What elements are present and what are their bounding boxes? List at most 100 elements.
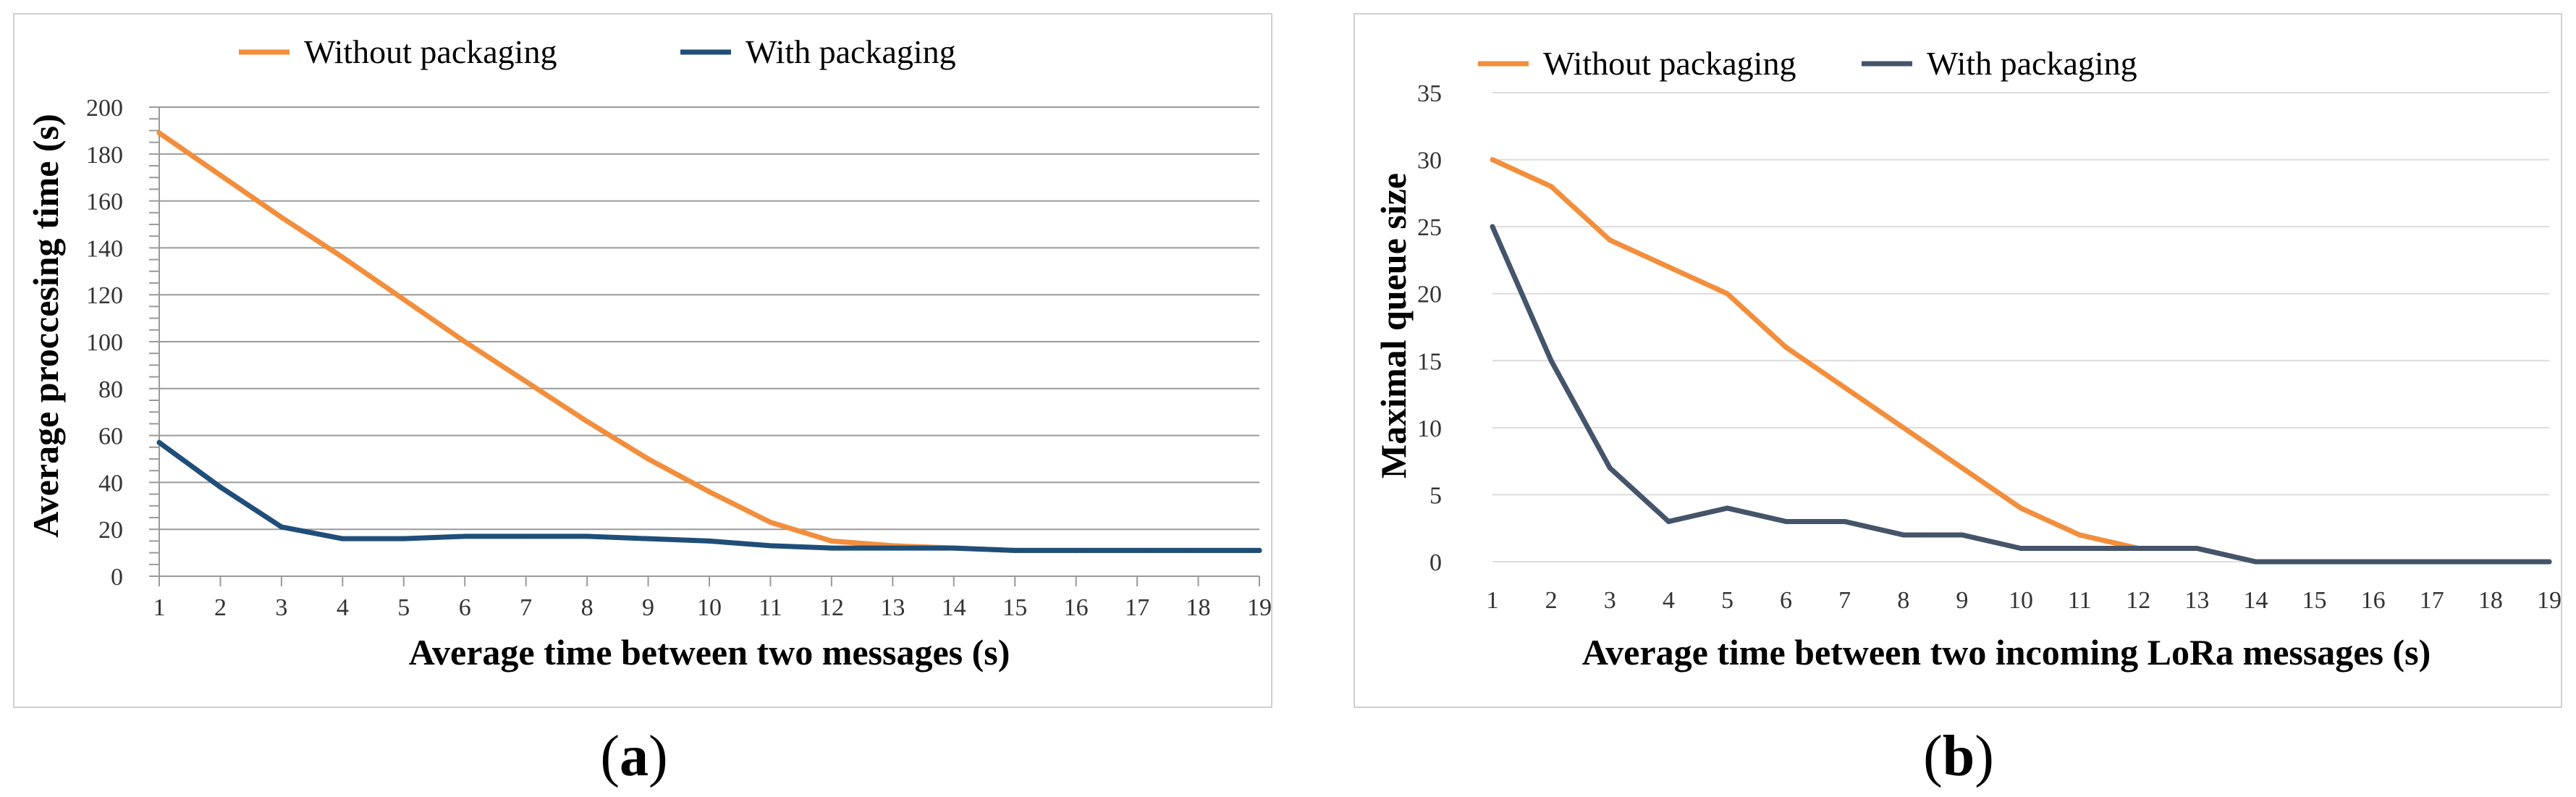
chart-b-series-1-point-18 <box>2488 559 2493 565</box>
chart-b-xtick-11: 11 <box>2068 587 2092 614</box>
panel-label-b-open: ( <box>1923 725 1943 788</box>
chart-a-series-0-point-1 <box>156 130 162 136</box>
chart-b-series-0-point-10 <box>2018 505 2024 511</box>
chart-b-series-0-point-11 <box>2077 532 2082 538</box>
chart-b-xtick-1: 1 <box>1487 587 1499 614</box>
chart-b-xtick-19: 19 <box>2537 587 2562 614</box>
chart-a-series-0-point-9 <box>646 456 651 462</box>
chart-a-xtick-12: 12 <box>819 594 844 621</box>
chart-b-series-1-point-10 <box>2018 545 2024 551</box>
chart-a-series-1-point-8 <box>584 534 590 539</box>
chart-a-ytick-80: 80 <box>98 376 123 403</box>
panel-label-b-letter: b <box>1942 725 1975 788</box>
chart-b-ytick-20: 20 <box>1417 282 1442 308</box>
chart-b-series-1-point-17 <box>2429 559 2435 565</box>
chart-a-series-0-point-2 <box>217 172 223 178</box>
chart-a-series-1-point-14 <box>951 545 957 551</box>
panel-label-a: (a) <box>562 724 706 790</box>
chart-a-xtick-7: 7 <box>520 594 532 621</box>
chart-b-xtick-6: 6 <box>1780 587 1792 614</box>
chart-b-series-1-point-7 <box>1842 518 1848 524</box>
panel-label-a-close: ) <box>649 725 668 788</box>
chart-a-series-1-point-11 <box>767 543 773 549</box>
chart-b-series-1-point-4 <box>1665 518 1671 524</box>
panel-label-a-open: ( <box>600 725 620 788</box>
chart-a-legend-0-label: Without packaging <box>304 33 557 70</box>
chart-a-series-1-point-15 <box>1012 547 1018 553</box>
chart-b-series-1-line <box>1490 224 2552 565</box>
chart-a-xtick-6: 6 <box>459 594 471 621</box>
chart-b-series-0-point-1 <box>1490 157 1495 163</box>
chart-a-series-1-point-5 <box>401 536 407 541</box>
panel-label-b-close: ) <box>1975 725 1994 788</box>
chart-a-series-1-point-10 <box>706 538 712 544</box>
chart-a-series-1-point-4 <box>339 536 345 541</box>
panel-label-a-letter: a <box>620 725 649 788</box>
chart-b-series-0-point-6 <box>1783 345 1789 350</box>
chart-b-xtick-18: 18 <box>2478 587 2503 614</box>
chart-b-xtick-10: 10 <box>2009 587 2033 614</box>
chart-panel-b: 0 5 10 15 20 25 30 35 1 2 3 4 5 6 7 8 9 10 11 12 13 14 15 16 17 1… <box>1354 13 2562 708</box>
chart-b-series-1-point-6 <box>1783 518 1789 524</box>
chart-b-legend-1-label: With packaging <box>1927 45 2137 82</box>
chart-b-series-1-point-19 <box>2546 559 2552 565</box>
chart-a-series-1-point-16 <box>1073 547 1079 553</box>
chart-b-xtick-7: 7 <box>1838 587 1851 614</box>
chart-b-ytick-5: 5 <box>1430 482 1442 509</box>
chart-b-y-title: Maximal queue size <box>1373 173 1414 478</box>
chart-b-xtick-13: 13 <box>2184 587 2209 614</box>
chart-a-ytick-100: 100 <box>86 329 123 356</box>
chart-b-xtick-12: 12 <box>2126 587 2150 614</box>
chart-a-xtick-17: 17 <box>1125 594 1149 621</box>
chart-b-series-0-point-9 <box>1959 465 1965 471</box>
chart-b-series-1-point-3 <box>1607 465 1613 471</box>
chart-b-series-0-point-2 <box>1548 184 1554 190</box>
chart-b-series-1-point-11 <box>2077 545 2082 551</box>
chart-a-ytick-20: 20 <box>98 517 123 544</box>
chart-a-xtick-5: 5 <box>397 594 410 621</box>
chart-a-xtick-8: 8 <box>581 594 594 621</box>
chart-a-ytick-140: 140 <box>86 235 123 262</box>
chart-a-xtick-14: 14 <box>942 594 966 621</box>
chart-a-ytick-180: 180 <box>86 142 123 169</box>
chart-a-y-title: Average proccesing time (s) <box>25 114 66 537</box>
chart-b-ytick-15: 15 <box>1417 348 1442 375</box>
chart-b-xtick-14: 14 <box>2243 587 2268 614</box>
chart-b-xtick-16: 16 <box>2361 587 2386 614</box>
chart-b-xtick-3: 3 <box>1604 587 1616 614</box>
chart-b-xtick-4: 4 <box>1663 587 1675 614</box>
chart-b-xtick-17: 17 <box>2420 587 2444 614</box>
chart-b-xtick-9: 9 <box>1956 587 1968 614</box>
chart-b-x-title: Average time between two incoming LoRa m… <box>1582 632 2431 672</box>
chart-b-series-1-point-8 <box>1901 532 1906 538</box>
chart-a-xtick-2: 2 <box>214 594 227 621</box>
chart-a-ytick-200: 200 <box>86 95 123 122</box>
chart-a-xtick-10: 10 <box>697 594 722 621</box>
chart-a-xtick-15: 15 <box>1002 594 1027 621</box>
chart-a-ytick-160: 160 <box>86 189 123 216</box>
chart-a-xtick-16: 16 <box>1064 594 1089 621</box>
chart-b-series-0-point-4 <box>1665 264 1671 270</box>
chart-b-ytick-30: 30 <box>1417 148 1442 174</box>
chart-a-series-0-point-8 <box>584 418 590 424</box>
chart-a-series-1-point-13 <box>890 545 895 551</box>
chart-b-ytick-35: 35 <box>1417 80 1442 107</box>
chart-a-xtick-13: 13 <box>880 594 905 621</box>
chart-a-series-0-point-5 <box>401 297 407 303</box>
chart-a-series-1-point-2 <box>217 484 223 490</box>
chart-b-series-1-point-15 <box>2312 559 2318 565</box>
chart-a-series-0-point-11 <box>767 519 773 525</box>
chart-b-xtick-5: 5 <box>1721 587 1733 614</box>
chart-b-series-1-point-13 <box>2194 545 2200 551</box>
panel-label-b: (b) <box>1886 724 2031 790</box>
chart-b-ytick-0: 0 <box>1430 549 1442 576</box>
chart-a-xtick-1: 1 <box>153 594 166 621</box>
chart-a-xtick-3: 3 <box>275 594 287 621</box>
chart-b-legend-0-label: Without packaging <box>1543 45 1796 82</box>
chart-b-series-1-point-9 <box>1959 532 1965 538</box>
chart-a-ytick-0: 0 <box>111 564 123 591</box>
chart-b-series-1-point-2 <box>1548 358 1554 363</box>
chart-a-series-1-line <box>156 439 1262 553</box>
chart-b-series-1-point-14 <box>2252 559 2258 565</box>
